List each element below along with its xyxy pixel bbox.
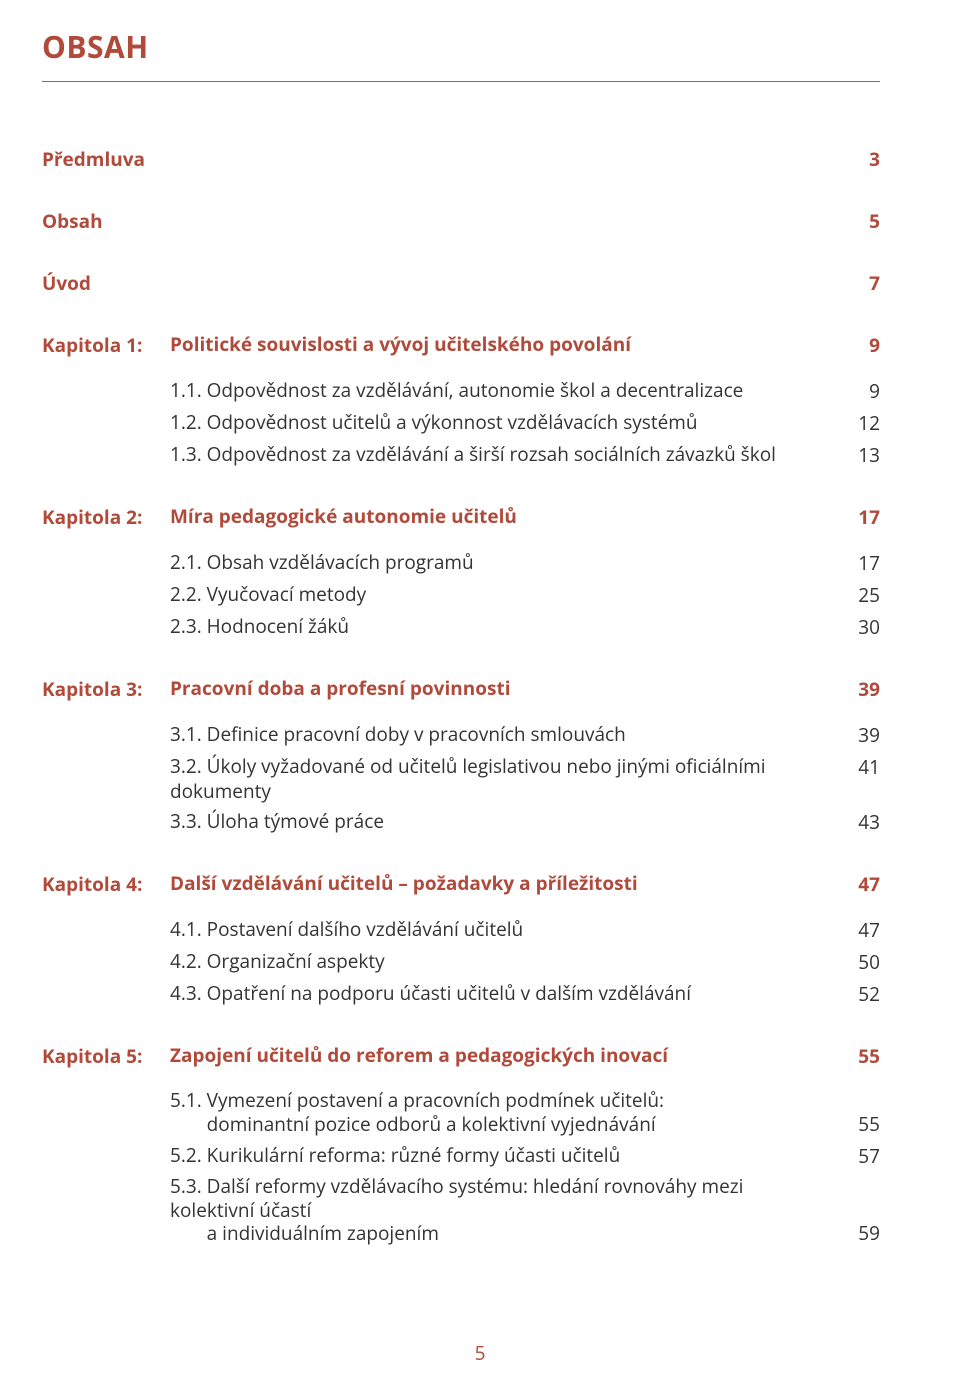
- toc-sub-4-3: 4.3. Opatření na podporu účasti učitelů …: [42, 981, 880, 1007]
- toc-entry-predmluva: Předmluva 3: [42, 146, 880, 172]
- sub-text: 5.2. Kurikulární reforma: různé formy úč…: [170, 1143, 834, 1168]
- chapter-label: Kapitola 1:: [42, 332, 170, 358]
- toc-sub-5-3: 5.3. Další reformy vzdělávacího systému:…: [42, 1175, 880, 1246]
- chapter-title: Politické souvislosti a vývoj učitelskéh…: [170, 332, 834, 357]
- sub-text: 4.1. Postavení dalšího vzdělávání učitel…: [170, 917, 834, 942]
- sub-page: 17: [834, 550, 880, 576]
- toc-sub-4-1: 4.1. Postavení dalšího vzdělávání učitel…: [42, 917, 880, 943]
- sub-page: 55: [834, 1111, 880, 1137]
- entry-label: Úvod: [42, 270, 170, 296]
- toc-chapter-4: Kapitola 4: Další vzdělávání učitelů – p…: [42, 871, 880, 897]
- entry-page: 7: [834, 270, 880, 296]
- sub-page: 41: [834, 754, 880, 780]
- sub-page: 52: [834, 981, 880, 1007]
- page-number: 5: [0, 1340, 960, 1366]
- sub-page: 57: [834, 1143, 880, 1169]
- sub-text: 1.1. Odpovědnost za vzdělávání, autonomi…: [170, 378, 834, 403]
- entry-page: 5: [834, 208, 880, 234]
- toc-sub-5-2: 5.2. Kurikulární reforma: různé formy úč…: [42, 1143, 880, 1169]
- toc-sub-3-1: 3.1. Definice pracovní doby v pracovních…: [42, 722, 880, 748]
- sub-text: 3.2. Úkoly vyžadované od učitelů legisla…: [170, 754, 834, 803]
- chapter-label: Kapitola 5:: [42, 1043, 170, 1069]
- sub-text: 3.3. Úloha týmové práce: [170, 809, 834, 834]
- toc-chapter-1: Kapitola 1: Politické souvislosti a vývo…: [42, 332, 880, 358]
- sub-page: 12: [834, 410, 880, 436]
- toc-sub-1-1: 1.1. Odpovědnost za vzdělávání, autonomi…: [42, 378, 880, 404]
- sub-page: 50: [834, 949, 880, 975]
- toc-sub-2-3: 2.3. Hodnocení žáků 30: [42, 614, 880, 640]
- chapter-label: Kapitola 4:: [42, 871, 170, 897]
- sub-page: 13: [834, 442, 880, 468]
- sub-page: 9: [834, 378, 880, 404]
- sub-text: 2.2. Vyučovací metody: [170, 582, 834, 607]
- sub-text: 3.1. Definice pracovní doby v pracovních…: [170, 722, 834, 747]
- toc-chapter-3: Kapitola 3: Pracovní doba a profesní pov…: [42, 676, 880, 702]
- toc: Předmluva 3 Obsah 5 Úvod 7 Kapitola 1: P…: [42, 146, 880, 1246]
- sub-page: 25: [834, 582, 880, 608]
- chapter-page: 17: [834, 504, 880, 530]
- toc-sub-4-2: 4.2. Organizační aspekty 50: [42, 949, 880, 975]
- toc-chapter-5: Kapitola 5: Zapojení učitelů do reforem …: [42, 1043, 880, 1069]
- page-title: OBSAH: [42, 26, 880, 67]
- chapter-title: Pracovní doba a profesní povinnosti: [170, 676, 834, 701]
- chapter-title: Míra pedagogické autonomie učitelů: [170, 504, 834, 529]
- sub-text: 2.1. Obsah vzdělávacích programů: [170, 550, 834, 575]
- chapter-title: Zapojení učitelů do reforem a pedagogick…: [170, 1043, 834, 1068]
- entry-page: 3: [834, 146, 880, 172]
- toc-sub-5-1: 5.1. Vymezení postavení a pracovních pod…: [42, 1089, 880, 1137]
- chapter-label: Kapitola 3:: [42, 676, 170, 702]
- sub-text: 4.3. Opatření na podporu účasti učitelů …: [170, 981, 834, 1006]
- toc-sub-2-1: 2.1. Obsah vzdělávacích programů 17: [42, 550, 880, 576]
- toc-sub-3-2: 3.2. Úkoly vyžadované od učitelů legisla…: [42, 754, 880, 803]
- sub-page: 30: [834, 614, 880, 640]
- toc-entry-uvod: Úvod 7: [42, 270, 880, 296]
- sub-text: 5.3. Další reformy vzdělávacího systému:…: [170, 1175, 834, 1246]
- sub-text: 1.3. Odpovědnost za vzdělávání a širší r…: [170, 442, 834, 467]
- sub-text: 2.3. Hodnocení žáků: [170, 614, 834, 639]
- toc-sub-1-2: 1.2. Odpovědnost učitelů a výkonnost vzd…: [42, 410, 880, 436]
- chapter-page: 39: [834, 676, 880, 702]
- toc-sub-2-2: 2.2. Vyučovací metody 25: [42, 582, 880, 608]
- chapter-page: 9: [834, 332, 880, 358]
- title-rule: [42, 81, 880, 82]
- toc-sub-1-3: 1.3. Odpovědnost za vzdělávání a širší r…: [42, 442, 880, 468]
- toc-page: OBSAH Předmluva 3 Obsah 5 Úvod 7 Kapitol…: [0, 0, 960, 1246]
- sub-page: 47: [834, 917, 880, 943]
- entry-label: Obsah: [42, 208, 170, 234]
- sub-text: 1.2. Odpovědnost učitelů a výkonnost vzd…: [170, 410, 834, 435]
- sub-text: 5.1. Vymezení postavení a pracovních pod…: [170, 1089, 834, 1137]
- toc-chapter-2: Kapitola 2: Míra pedagogické autonomie u…: [42, 504, 880, 530]
- sub-page: 43: [834, 809, 880, 835]
- sub-text: 4.2. Organizační aspekty: [170, 949, 834, 974]
- sub-page: 59: [834, 1220, 880, 1246]
- entry-label: Předmluva: [42, 146, 170, 172]
- chapter-page: 55: [834, 1043, 880, 1069]
- toc-entry-obsah: Obsah 5: [42, 208, 880, 234]
- chapter-page: 47: [834, 871, 880, 897]
- chapter-title: Další vzdělávání učitelů – požadavky a p…: [170, 871, 834, 896]
- toc-sub-3-3: 3.3. Úloha týmové práce 43: [42, 809, 880, 835]
- sub-page: 39: [834, 722, 880, 748]
- chapter-label: Kapitola 2:: [42, 504, 170, 530]
